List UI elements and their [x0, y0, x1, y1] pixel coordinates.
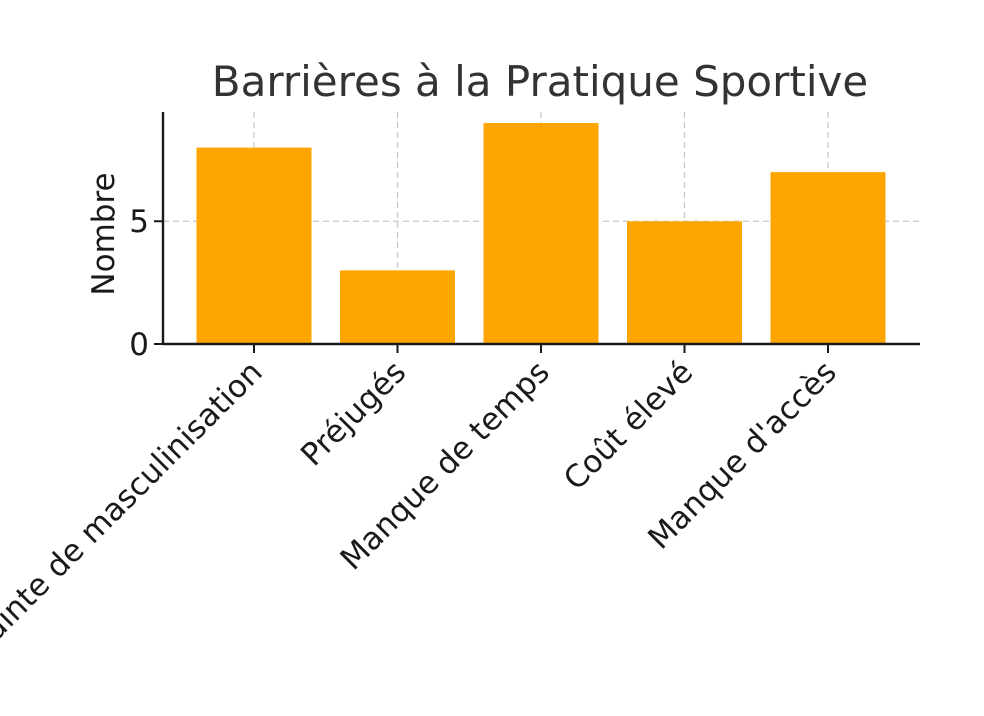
y-tick-label: 0: [129, 327, 149, 363]
chart-title: Barrières à la Pratique Sportive: [212, 57, 868, 106]
bars-layer: [196, 123, 886, 344]
axes-layer: [154, 112, 920, 353]
y-axis-label: Nombre: [86, 172, 122, 295]
bar-4: [627, 221, 742, 344]
bar-3: [483, 123, 599, 344]
y-tick-label: 5: [129, 204, 149, 240]
x-tick-label: Préjugés: [294, 354, 413, 473]
bar-5: [770, 172, 886, 344]
x-tick-label: Crainte de masculinisation: [0, 354, 270, 672]
bar-1: [196, 147, 312, 344]
bar-2: [340, 270, 455, 344]
x-tick-label: Coût élevé: [557, 354, 700, 497]
